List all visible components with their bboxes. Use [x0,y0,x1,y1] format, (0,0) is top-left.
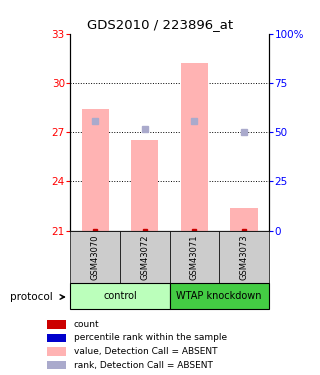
Text: value, Detection Call = ABSENT: value, Detection Call = ABSENT [74,347,217,356]
Text: WTAP knockdown: WTAP knockdown [176,291,262,301]
Bar [82,109,109,231]
Text: count: count [74,320,100,329]
Bar [47,361,66,369]
Bar [70,231,120,283]
Bar [47,333,66,342]
Text: percentile rank within the sample: percentile rank within the sample [74,333,227,342]
Text: GSM43070: GSM43070 [91,234,100,280]
Bar [181,63,208,231]
Bar [47,347,66,356]
Text: GSM43071: GSM43071 [190,234,199,280]
Bar [47,320,66,328]
Bar [131,140,158,231]
Bar [120,231,170,283]
Text: protocol: protocol [10,292,52,302]
Bar [170,231,219,283]
Bar [70,283,170,309]
Bar [219,231,269,283]
Text: control: control [103,291,137,301]
Text: GSM43073: GSM43073 [239,234,249,280]
Text: rank, Detection Call = ABSENT: rank, Detection Call = ABSENT [74,361,212,370]
Text: GSM43072: GSM43072 [140,234,149,280]
Bar [170,283,269,309]
Text: GDS2010 / 223896_at: GDS2010 / 223896_at [87,18,233,31]
Bar [230,208,258,231]
